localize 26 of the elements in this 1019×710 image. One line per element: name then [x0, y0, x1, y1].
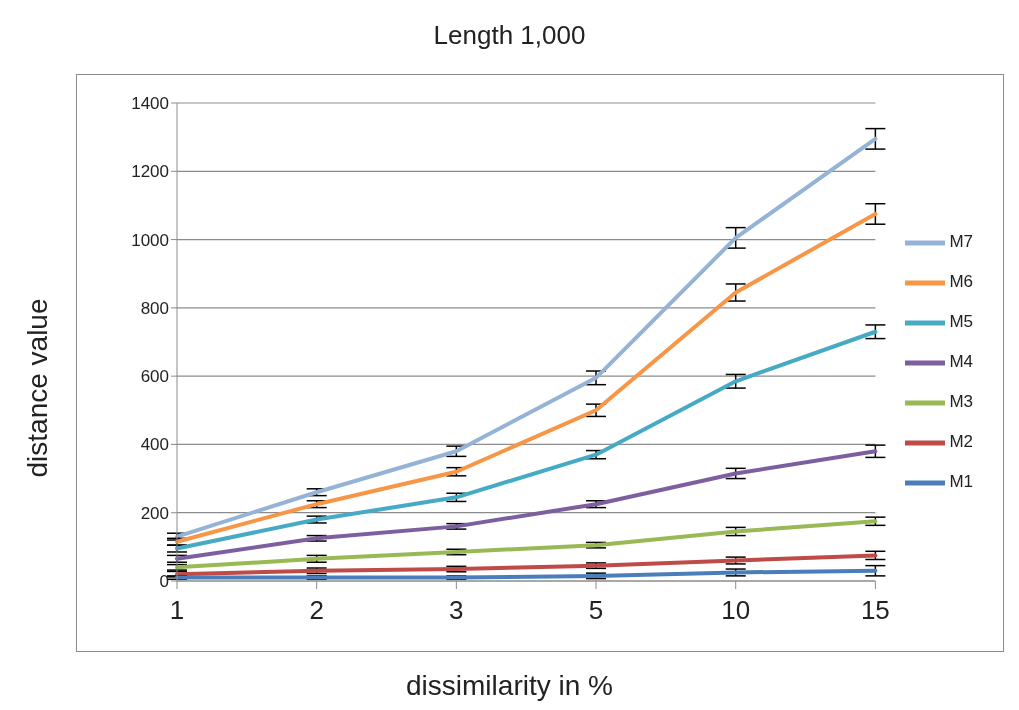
y-tick-label: 0 [159, 572, 169, 592]
legend-label: M6 [949, 272, 973, 292]
chart-title: Length 1,000 [432, 20, 587, 51]
legend-label: M1 [949, 472, 973, 492]
legend-label: M3 [949, 392, 973, 412]
y-tick-label: 1000 [131, 230, 169, 250]
y-tick-label: 600 [140, 367, 169, 387]
x-axis-title: dissimilarity in % [405, 670, 614, 702]
legend-label: M5 [949, 312, 973, 332]
x-tick-label: 15 [860, 595, 890, 626]
y-tick-label: 1400 [131, 94, 169, 114]
x-tick-label: 2 [309, 595, 324, 626]
legend-label: M2 [949, 432, 973, 452]
y-tick-label: 800 [140, 298, 169, 318]
legend-label: M7 [949, 232, 973, 252]
y-tick-label: 200 [140, 503, 169, 523]
x-tick-label: 1 [169, 595, 185, 626]
y-axis-title: distance value [22, 298, 54, 478]
y-tick-label: 1200 [131, 162, 169, 182]
line-series [175, 519, 878, 570]
legend-label: M4 [949, 352, 973, 372]
y-tick-label: 400 [140, 435, 169, 455]
x-tick-label: 3 [449, 595, 464, 626]
line-series [175, 553, 878, 577]
x-tick-label: 10 [721, 595, 751, 626]
x-tick-label: 5 [588, 595, 604, 626]
